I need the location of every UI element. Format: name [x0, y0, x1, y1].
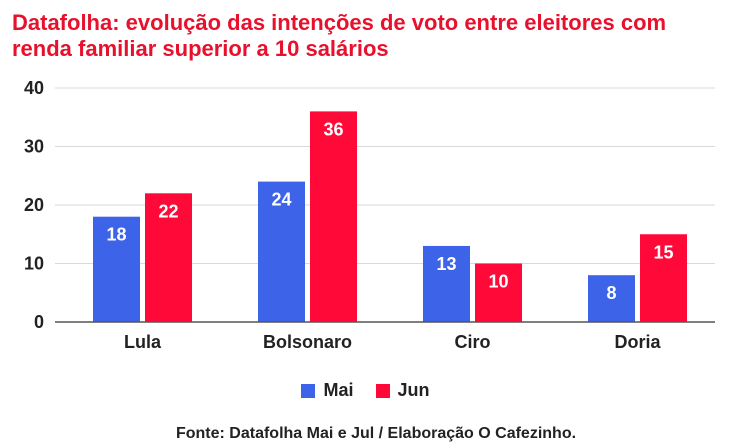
x-tick-label: Ciro [455, 332, 491, 352]
bar-mai-lula [93, 216, 140, 322]
data-label: 22 [158, 201, 178, 221]
data-label: 13 [436, 254, 456, 274]
data-label: 10 [488, 272, 508, 292]
legend-swatch-mai [301, 383, 316, 398]
y-tick-label: 10 [24, 254, 44, 274]
bar-mai-bolsonaro [258, 181, 305, 322]
data-label: 24 [271, 190, 291, 210]
bar-mai-ciro [423, 245, 470, 322]
data-label: 15 [653, 242, 673, 262]
y-tick-label: 30 [24, 137, 44, 157]
x-tick-label: Lula [124, 332, 162, 352]
bars: 18 22 24 36 13 10 8 15 [93, 111, 687, 323]
bar-jun-ciro [475, 263, 522, 322]
bar-jun-doria [640, 234, 687, 322]
legend-swatch-jun [375, 383, 390, 398]
data-label: 8 [606, 283, 616, 303]
legend-label-mai: Mai [323, 380, 354, 400]
source-note: Fonte: Datafolha Mai e Jul / Elaboração … [175, 425, 577, 442]
x-tick-label: Bolsonaro [263, 332, 352, 352]
y-axis-ticks: 0 10 20 30 40 [24, 78, 44, 332]
y-tick-label: 20 [24, 195, 44, 215]
legend: Mai Jun [0, 380, 731, 401]
x-tick-label: Doria [614, 332, 661, 352]
bar-mai-doria [588, 275, 635, 322]
bar-jun-bolsonaro [310, 111, 357, 323]
y-tick-label: 40 [24, 78, 44, 98]
bar-chart: 0 10 20 30 40 18 22 24 36 13 10 8 15 Lula Bolsonaro C… [24, 78, 715, 352]
data-label: 36 [323, 119, 343, 139]
y-tick-label: 0 [34, 312, 44, 332]
chart-title: Datafolha: evolução das intenções de vot… [12, 10, 667, 61]
legend-item-mai: Mai [301, 380, 354, 401]
x-axis-ticks: Lula Bolsonaro Ciro Doria [55, 321, 715, 352]
legend-label-jun: Jun [397, 380, 430, 400]
legend-item-jun: Jun [375, 380, 430, 401]
bar-jun-lula [145, 193, 192, 322]
data-label: 18 [106, 225, 126, 245]
